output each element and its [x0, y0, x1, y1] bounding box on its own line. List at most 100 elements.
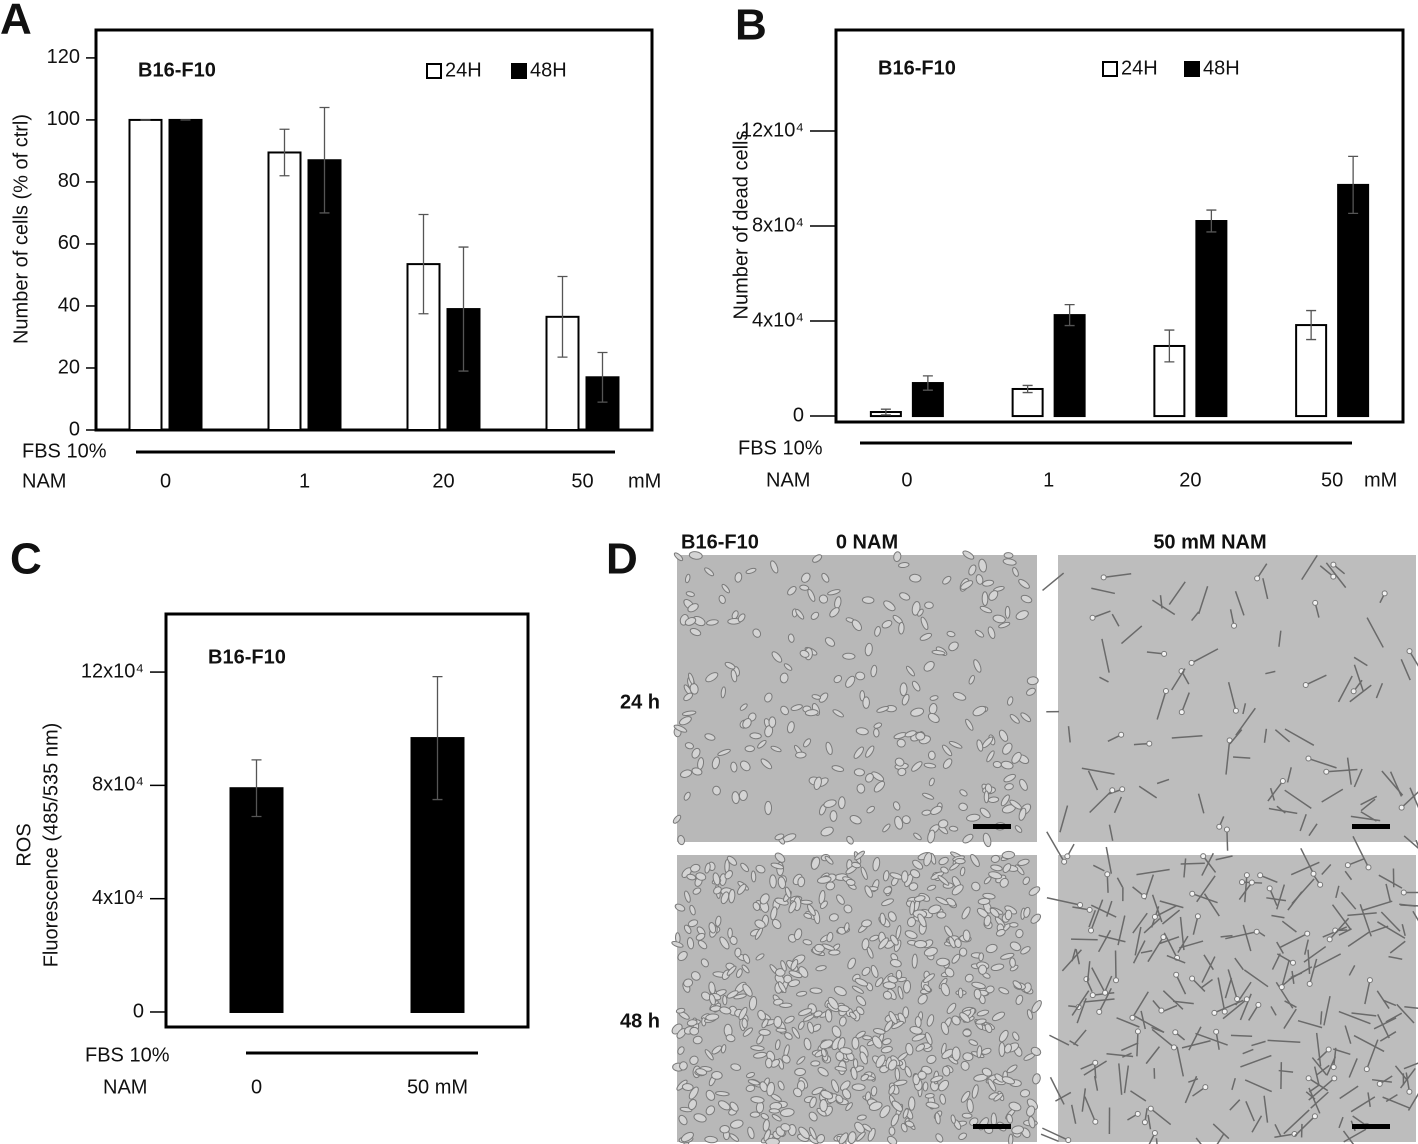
- cell-process: [1276, 941, 1284, 954]
- cell-process: [1203, 893, 1220, 917]
- cell-body: [1311, 1113, 1318, 1120]
- cell: [893, 1079, 908, 1086]
- cell: [911, 953, 918, 969]
- cell: [913, 939, 928, 949]
- cell: [773, 1015, 783, 1028]
- cell-process: [1083, 998, 1115, 1003]
- cell: [687, 919, 699, 928]
- cell-process: [1244, 875, 1248, 903]
- cell-process: [1266, 897, 1287, 902]
- cell: [797, 876, 806, 888]
- cell: [908, 1096, 916, 1111]
- cell-body: [1119, 786, 1126, 793]
- cell: [882, 870, 890, 882]
- cell: [1015, 928, 1024, 939]
- cell-process: [1120, 625, 1143, 645]
- cell: [999, 877, 1009, 888]
- cell: [910, 707, 925, 717]
- cell: [1003, 552, 1014, 559]
- cell: [922, 1081, 929, 1092]
- cell: [889, 958, 902, 968]
- cell-process: [1069, 1040, 1079, 1047]
- legend-label: 24H: [445, 59, 482, 81]
- cell-body: [1065, 1137, 1072, 1144]
- error-bar: [922, 375, 933, 391]
- cell: [1030, 913, 1042, 924]
- cell: [904, 1066, 912, 1078]
- cell: [898, 562, 910, 569]
- cell: [812, 554, 823, 563]
- cell-process: [1188, 1026, 1202, 1051]
- cell-body: [1092, 1059, 1099, 1066]
- cell: [925, 1101, 940, 1109]
- cell-process: [1325, 562, 1347, 589]
- cell: [917, 1070, 927, 1080]
- cell-process: [1163, 932, 1178, 959]
- cell-process: [1132, 940, 1146, 964]
- cell-process: [1300, 848, 1315, 875]
- cell-process: [1251, 1040, 1266, 1047]
- cell-process: [1359, 904, 1372, 937]
- cell-process: [1049, 1034, 1070, 1046]
- cell: [1000, 952, 1015, 960]
- cell-process: [1177, 935, 1189, 953]
- cell: [922, 792, 935, 800]
- cell-process: [1251, 1115, 1263, 1133]
- cell: [966, 813, 981, 822]
- cell: [684, 890, 691, 903]
- cell-body: [1194, 913, 1201, 920]
- cell: [673, 552, 684, 562]
- cell-body: [1323, 768, 1330, 775]
- cell-process: [1224, 977, 1233, 999]
- cell: [909, 900, 916, 916]
- cell-process: [1226, 829, 1229, 851]
- cell-process: [1042, 1127, 1069, 1141]
- cell-process: [1134, 1015, 1164, 1033]
- cell: [882, 981, 897, 990]
- cell-process: [1271, 953, 1281, 970]
- cell: [763, 1129, 771, 1142]
- cell: [770, 862, 785, 870]
- cell: [752, 628, 762, 638]
- cell-process: [1366, 1039, 1379, 1070]
- cell-body: [1238, 879, 1245, 886]
- cell-process: [1244, 1079, 1273, 1093]
- cell: [675, 1007, 686, 1014]
- cell-process: [1385, 1093, 1398, 1103]
- cell: [998, 729, 1009, 742]
- cell-process: [1305, 1091, 1316, 1100]
- cell: [971, 881, 981, 892]
- cell: [1012, 1031, 1020, 1041]
- cell: [985, 943, 998, 954]
- cell-process: [1377, 1014, 1390, 1039]
- cell: [704, 567, 715, 577]
- cell: [899, 682, 908, 697]
- cell-process: [1230, 1034, 1253, 1038]
- cell: [888, 1126, 896, 1136]
- cell: [951, 1015, 961, 1026]
- cell-body: [1129, 1014, 1136, 1021]
- cell-process: [1151, 1028, 1175, 1048]
- cell: [726, 855, 738, 866]
- row-label: NAM: [766, 469, 810, 491]
- cell: [851, 1083, 866, 1091]
- cell: [750, 870, 757, 883]
- cell: [717, 748, 731, 756]
- cell: [1009, 713, 1020, 724]
- cell: [775, 1027, 787, 1033]
- cell: [729, 1133, 740, 1142]
- cell-body: [1266, 885, 1273, 892]
- cell: [1015, 610, 1029, 621]
- cell-body: [1330, 573, 1337, 580]
- cell: [923, 947, 938, 957]
- cell: [798, 1126, 810, 1139]
- cell: [684, 617, 697, 626]
- cell-process: [1360, 811, 1377, 822]
- cell: [924, 1093, 935, 1099]
- cell-process: [1138, 785, 1158, 799]
- cell-process: [1071, 938, 1098, 941]
- cell-process: [1086, 961, 1091, 982]
- cell-process: [1385, 883, 1392, 902]
- cell: [764, 800, 773, 816]
- cell: [777, 981, 787, 994]
